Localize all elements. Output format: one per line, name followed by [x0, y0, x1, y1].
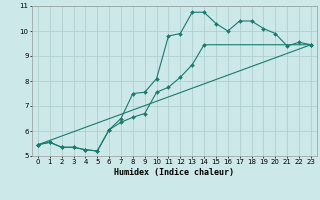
X-axis label: Humidex (Indice chaleur): Humidex (Indice chaleur)	[115, 168, 234, 177]
